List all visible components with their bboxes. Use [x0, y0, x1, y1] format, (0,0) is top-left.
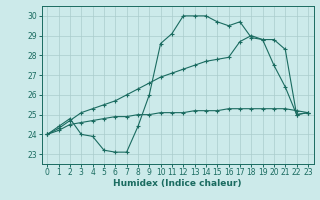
- X-axis label: Humidex (Indice chaleur): Humidex (Indice chaleur): [113, 179, 242, 188]
